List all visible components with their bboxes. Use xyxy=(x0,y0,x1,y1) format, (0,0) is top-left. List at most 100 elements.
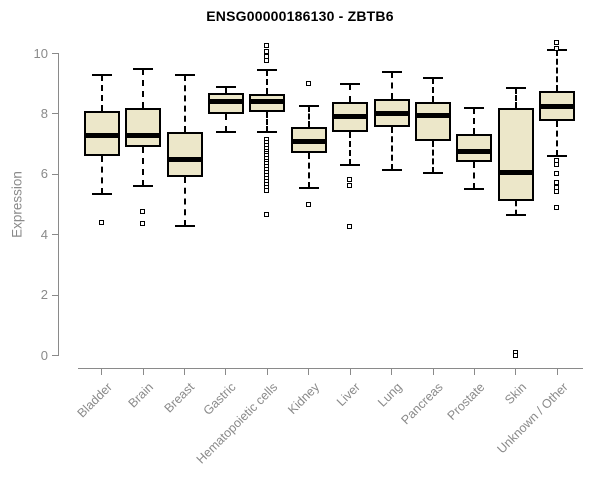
box xyxy=(456,133,493,163)
lower-whisker xyxy=(224,113,227,132)
upper-whisker-cap xyxy=(298,105,319,108)
box xyxy=(497,107,534,202)
upper-whisker xyxy=(100,74,103,111)
lower-whisker-cap xyxy=(505,214,526,217)
lower-whisker-cap xyxy=(464,188,485,191)
x-tick-label: Skin xyxy=(501,380,529,408)
outlier-marker xyxy=(264,58,270,64)
outlier-marker xyxy=(554,180,560,186)
y-tick-label: 0 xyxy=(40,347,48,363)
upper-whisker xyxy=(390,71,393,99)
y-axis-label: Expression xyxy=(9,171,25,238)
x-axis-tick xyxy=(432,368,434,375)
x-tick-label: Bladder xyxy=(74,380,115,421)
outlier-marker xyxy=(554,184,560,190)
lower-whisker-cap xyxy=(257,131,278,134)
upper-whisker-cap xyxy=(340,82,361,85)
median-line xyxy=(373,111,410,117)
x-axis-tick xyxy=(556,368,558,375)
outlier-marker xyxy=(554,204,560,210)
lower-whisker xyxy=(556,121,559,157)
y-tick-label: 4 xyxy=(40,226,48,242)
outlier-marker xyxy=(554,45,560,51)
x-tick-label: Kidney xyxy=(284,380,322,417)
upper-whisker xyxy=(556,50,559,92)
upper-whisker xyxy=(432,77,435,102)
x-axis-tick xyxy=(101,368,103,375)
median-line xyxy=(290,138,327,144)
upper-whisker xyxy=(307,106,310,128)
x-axis-tick xyxy=(225,368,227,375)
x-tick-label: Unknown / Other xyxy=(494,380,571,457)
x-axis-tick xyxy=(515,368,517,375)
lower-whisker xyxy=(349,132,352,166)
outlier-marker xyxy=(554,157,560,163)
upper-whisker xyxy=(142,68,145,108)
outlier-marker xyxy=(140,221,146,227)
outlier-marker xyxy=(264,212,270,218)
median-line xyxy=(207,99,244,105)
x-axis-tick xyxy=(142,368,144,375)
y-tick-label: 8 xyxy=(40,105,48,121)
outlier-marker xyxy=(305,80,311,86)
outlier-marker xyxy=(347,177,353,183)
median-line xyxy=(539,103,576,109)
upper-whisker xyxy=(266,70,269,95)
y-axis-tick xyxy=(52,113,59,115)
outlier-marker xyxy=(140,209,146,215)
x-tick-label: Gastric xyxy=(200,380,239,418)
median-line xyxy=(456,149,493,155)
y-axis-tick xyxy=(52,294,59,296)
upper-whisker-cap xyxy=(91,73,112,76)
median-line xyxy=(415,112,452,118)
outlier-marker xyxy=(305,201,311,207)
y-axis-tick xyxy=(52,173,59,175)
chart-title: ENSG00000186130 - ZBTB6 xyxy=(206,8,394,24)
x-axis-tick xyxy=(349,368,351,375)
x-tick-label: Pancreas xyxy=(398,380,446,428)
box xyxy=(415,101,452,142)
lower-whisker-cap xyxy=(423,171,444,174)
lower-whisker xyxy=(307,153,310,188)
lower-whisker-cap xyxy=(215,131,236,134)
outlier-marker xyxy=(264,42,270,48)
lower-whisker xyxy=(142,147,145,187)
lower-whisker xyxy=(473,162,476,190)
y-axis-tick xyxy=(52,355,59,356)
upper-whisker xyxy=(183,74,186,132)
upper-whisker-cap xyxy=(133,67,154,70)
median-line xyxy=(497,170,534,176)
x-tick-label: Lung xyxy=(374,380,405,410)
median-line xyxy=(249,99,286,105)
x-tick-label: Brain xyxy=(125,380,157,411)
lower-whisker-cap xyxy=(340,164,361,167)
x-tick-label: Hematopoietic cells xyxy=(193,380,281,467)
outlier-marker xyxy=(264,187,270,193)
outlier-marker xyxy=(554,171,560,177)
x-tick-label: Liver xyxy=(334,380,364,410)
x-axis-tick xyxy=(473,368,475,375)
outlier-marker xyxy=(512,352,518,358)
x-tick-label: Prostate xyxy=(444,380,488,423)
box xyxy=(166,132,203,178)
y-axis-tick xyxy=(52,234,59,236)
lower-whisker xyxy=(390,127,393,170)
upper-whisker-cap xyxy=(505,87,526,90)
x-axis-tick xyxy=(184,368,186,375)
upper-whisker xyxy=(473,107,476,134)
upper-whisker-cap xyxy=(257,69,278,72)
y-tick-label: 6 xyxy=(40,166,48,182)
lower-whisker-cap xyxy=(381,168,402,171)
x-axis-line xyxy=(78,368,583,369)
upper-whisker xyxy=(349,83,352,102)
y-axis-tick xyxy=(52,53,59,54)
outlier-marker xyxy=(264,53,270,59)
y-tick-label: 10 xyxy=(33,45,48,61)
outlier-marker xyxy=(264,48,270,54)
x-axis-tick xyxy=(391,368,393,375)
x-axis-tick xyxy=(308,368,310,375)
y-tick-label: 2 xyxy=(40,287,48,303)
upper-whisker-cap xyxy=(174,73,195,76)
lower-whisker-cap xyxy=(133,185,154,188)
